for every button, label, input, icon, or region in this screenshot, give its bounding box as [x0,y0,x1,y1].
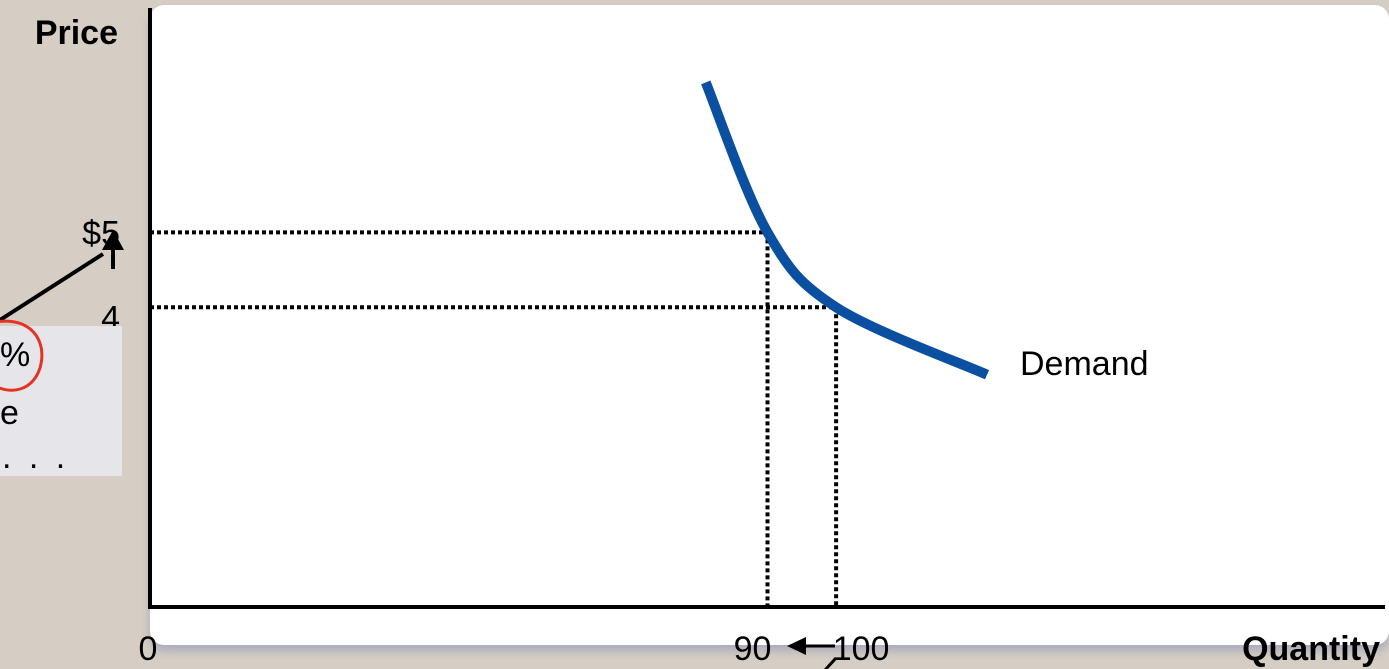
callout-box: % e . . . [0,326,122,476]
callout-line-1: % [0,336,31,374]
callout-line-3: . . . [2,438,70,476]
callout-line-2: e [0,394,19,432]
reference-lines [150,230,839,607]
series-label-demand: Demand [1020,345,1149,383]
demand-curve [701,80,990,380]
x-tick-label-90: 90 [734,630,772,668]
x-tick-label-100: 100 [833,630,890,668]
x-origin-label: 0 [139,630,158,668]
y-axis-label: Price [35,14,118,52]
price-change-arrow [102,230,124,269]
callout-pointer-line-bottom [823,656,838,669]
x-axis-label: Quantity [1242,630,1380,668]
quantity-change-arrow [787,637,835,655]
